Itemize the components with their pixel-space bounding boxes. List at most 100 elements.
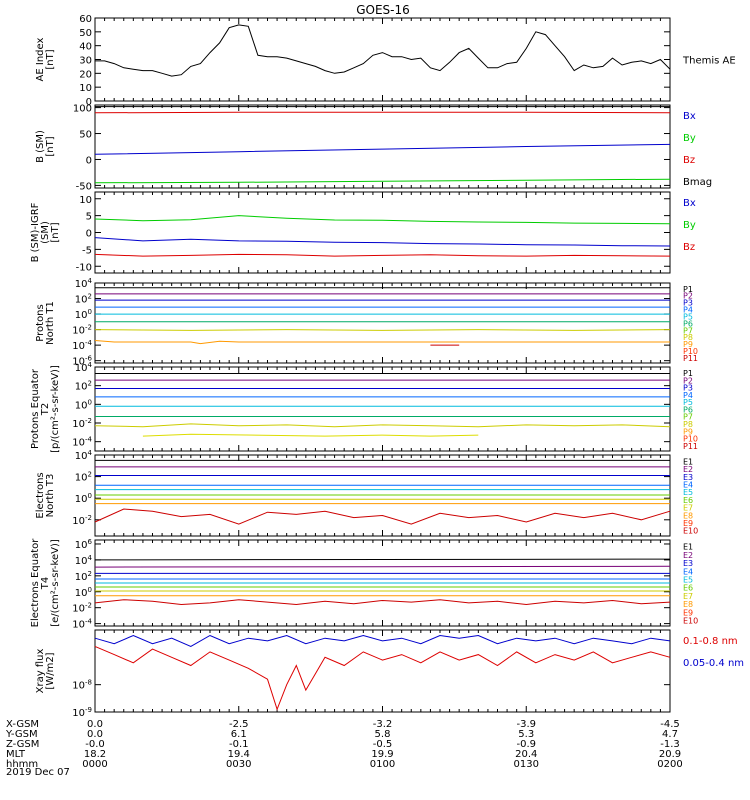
y-tick-label: -5	[82, 245, 92, 256]
y-tick-label: 10-8	[72, 679, 92, 692]
y-axis-label-line: Protons	[35, 304, 46, 341]
footer-row-value: 0.0	[87, 719, 103, 730]
series-p7	[94, 423, 671, 428]
legend-item: P9	[683, 340, 693, 349]
legend-item: 0.1-0.8 nm	[683, 636, 738, 647]
legend-item: E6	[683, 496, 693, 505]
y-tick-label: 10-2	[72, 417, 92, 430]
series-bx	[94, 237, 671, 247]
legend-item: E3	[683, 559, 693, 568]
panel-frame	[94, 17, 671, 102]
series-bz	[94, 253, 671, 257]
y-axis-label-line: [nT]	[45, 49, 56, 69]
series-themis-ae	[95, 24, 671, 77]
legend-item: Bmag	[683, 177, 712, 188]
y-axis-label-line: (SM)	[40, 221, 51, 244]
footer-date: 2019 Dec 07	[6, 767, 70, 778]
y-tick-label: 10-6	[72, 355, 92, 368]
y-axis-label: Electrons Equator T4 [e/(cm²-s-sr-keV)]	[30, 538, 61, 628]
y-tick-label: 30	[79, 56, 92, 67]
legend-item: P3	[683, 299, 693, 308]
y-axis-label-line: B (SM)	[35, 130, 46, 163]
y-tick-label: 10-2	[72, 602, 92, 615]
legend-item: P8	[683, 333, 693, 342]
legend-item: P5	[683, 312, 693, 321]
series-e2	[94, 565, 671, 568]
y-tick-label: 0	[86, 229, 92, 240]
legend-item: Bz	[683, 155, 695, 166]
legend-item: E9	[683, 519, 693, 528]
y-tick-label: 10-2	[72, 514, 92, 527]
footer-row-value: 0000	[82, 759, 107, 770]
orbit-footer: 2019 Dec 07 X-GSM 0.0 -2.5 -3.2 -3.9 -4.5 Y-GS…	[5, 719, 683, 778]
panel-6: 10-4 10-2 100 102 104 106 Electrons Equator T4[…	[30, 538, 698, 631]
footer-row-value: -4.5	[660, 719, 680, 730]
footer-row-label: MLT	[6, 749, 26, 760]
footer-row-label: Z-GSM	[6, 739, 39, 750]
footer-row-value: 19.4	[228, 749, 250, 760]
y-axis-label-line: Xray flux	[35, 649, 46, 694]
y-tick-label: 60	[79, 14, 92, 25]
legend-item: E8	[683, 511, 693, 520]
legend-item: By	[683, 133, 696, 144]
y-tick-label: 100	[75, 492, 92, 505]
y-tick-label: 104	[75, 277, 93, 290]
footer-row-value: 20.4	[515, 749, 537, 760]
y-tick-label: 106	[75, 538, 93, 551]
legend-item: P4	[683, 391, 693, 400]
y-tick-label: 100	[75, 308, 92, 321]
legend-item: E3	[683, 473, 693, 482]
footer-row-value: 5.8	[375, 729, 391, 740]
y-tick-label: 10	[79, 83, 92, 94]
legend: 0.1-0.8 nm 0.05-0.4 nm	[683, 636, 744, 669]
y-tick-label: 5	[86, 212, 92, 223]
legend-item: P1	[683, 369, 693, 378]
panel-frame	[94, 104, 671, 189]
y-tick-label: -10	[76, 262, 92, 273]
footer-row-value: 18.2	[84, 749, 106, 760]
y-tick-label: 20	[79, 69, 92, 80]
y-tick-label: 102	[75, 570, 92, 583]
legend-item: P2	[683, 376, 693, 385]
y-tick-label: 10-4	[72, 339, 92, 352]
legend-item: E1	[683, 457, 693, 466]
legend-item: P11	[683, 354, 698, 363]
legend-item: E2	[683, 465, 693, 474]
footer-row-value: 4.7	[662, 729, 678, 740]
legend-item: By	[683, 220, 696, 231]
y-tick-label: 100	[75, 586, 92, 599]
series-by	[94, 215, 671, 225]
panel-frame	[94, 282, 671, 364]
legend-item: P7	[683, 413, 693, 422]
chart-title: GOES-16	[356, 3, 410, 17]
panel-7: 10-9 10-8 Xray flux [W/m2] 0.1-0.8 nm 0.05-0.…	[35, 629, 744, 719]
y-tick-label: 0	[86, 97, 92, 108]
footer-row-value: 0200	[657, 759, 682, 770]
y-axis-label: B (SM)-IGRF (SM) [nT]	[30, 202, 61, 262]
series-bx	[94, 143, 671, 155]
footer-row-label: hhmm	[6, 759, 38, 770]
series-0-1-0-8-nm	[94, 645, 671, 711]
legend: Bx By Bz	[683, 198, 696, 253]
series-e1	[94, 558, 671, 561]
legend-item: Themis AE	[682, 56, 736, 67]
footer-row-value: -0.5	[373, 739, 393, 750]
legend-item: P2	[683, 292, 693, 301]
legend-item: P6	[683, 319, 693, 328]
y-axis-label: Protons Equator T2 [p/(cm²-s-sr-keV)]	[30, 365, 61, 453]
panel-0: 0 10 20 30 40 50 60 AE Index [nT] Themis AE	[35, 14, 736, 108]
footer-row-value: -1.3	[660, 739, 680, 750]
footer-row-value: 6.1	[231, 729, 247, 740]
y-tick-label: 50	[79, 130, 92, 141]
legend-item: E4	[683, 567, 693, 576]
footer-row-value: -3.2	[373, 719, 393, 730]
legend-item: P4	[683, 306, 693, 315]
legend: Bx By Bz Bmag	[683, 111, 712, 188]
y-tick-label: 10	[79, 195, 92, 206]
legend-item: Bx	[683, 198, 696, 209]
y-axis-label: B (SM) [nT]	[35, 130, 56, 163]
